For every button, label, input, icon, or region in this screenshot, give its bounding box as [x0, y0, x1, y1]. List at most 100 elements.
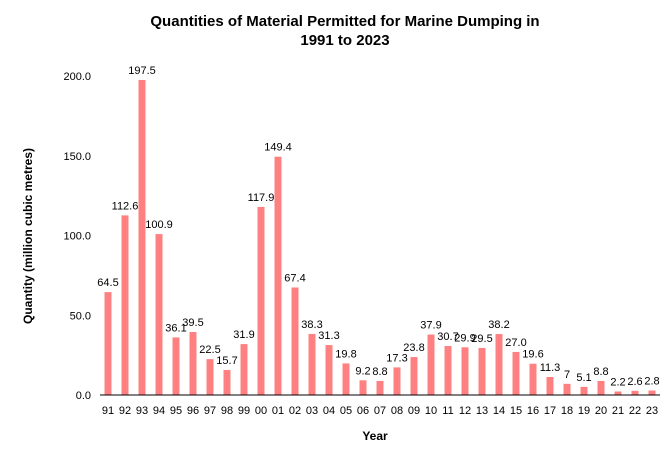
- bar: [376, 380, 384, 395]
- x-tick-label: 92: [119, 405, 131, 417]
- x-tick-label: 09: [408, 405, 420, 417]
- data-label: 197.5: [128, 65, 156, 77]
- bar: [104, 292, 112, 395]
- data-label: 31.9: [233, 329, 254, 341]
- bar: [393, 367, 401, 395]
- x-tick-label: 10: [425, 405, 437, 417]
- x-tick-label: 91: [102, 405, 114, 417]
- data-label: 8.8: [372, 366, 387, 378]
- data-label: 23.8: [403, 342, 424, 354]
- bar: [172, 337, 180, 395]
- data-label: 2.6: [627, 376, 642, 388]
- data-label: 117.9: [248, 192, 275, 204]
- x-tick-label: 96: [187, 405, 199, 417]
- bar: [121, 215, 129, 395]
- x-tick-label: 16: [527, 405, 539, 417]
- bar: [155, 234, 163, 395]
- bar: [614, 391, 622, 395]
- x-tick-label: 99: [238, 405, 250, 417]
- data-label: 17.3: [386, 352, 407, 364]
- data-label: 2.2: [610, 376, 625, 388]
- x-tick-label: 94: [153, 405, 165, 417]
- bar: [206, 359, 214, 395]
- x-tick-label: 06: [357, 405, 369, 417]
- bar: [529, 363, 537, 395]
- bar: [138, 79, 146, 396]
- bar: [291, 287, 299, 395]
- x-tick-label: 02: [289, 405, 301, 417]
- x-tick-label: 23: [646, 405, 658, 417]
- bar: [546, 376, 554, 395]
- data-label: 29.5: [471, 333, 492, 345]
- bar: [223, 369, 231, 395]
- x-tick-label: 15: [510, 405, 522, 417]
- data-label: 19.6: [522, 349, 543, 361]
- x-tick-label: 11: [442, 405, 453, 417]
- data-label: 2.8: [644, 376, 659, 388]
- data-label: 27.0: [505, 337, 526, 349]
- data-label: 112.6: [112, 200, 139, 212]
- data-label: 39.5: [182, 317, 203, 329]
- data-label: 30.7: [437, 331, 458, 343]
- x-tick-label: 04: [323, 405, 335, 417]
- x-tick-label: 03: [306, 405, 318, 417]
- bar: [189, 331, 197, 395]
- data-label: 31.3: [318, 330, 339, 342]
- bar: [631, 390, 639, 395]
- x-tick-label: 05: [340, 405, 352, 417]
- bar: [461, 347, 469, 395]
- x-tick-label: 12: [459, 405, 471, 417]
- bar: [257, 206, 265, 395]
- x-tick-label: 00: [255, 405, 267, 417]
- bar: [444, 346, 452, 395]
- x-tick-label: 01: [272, 405, 284, 417]
- data-label: 38.3: [301, 319, 322, 331]
- bar: [580, 386, 588, 395]
- data-label: 11.3: [540, 362, 561, 374]
- data-label: 5.1: [576, 372, 591, 384]
- y-tick-label: 150.0: [63, 151, 91, 163]
- data-label: 9.2: [355, 365, 370, 377]
- x-tick-label: 98: [221, 405, 233, 417]
- x-tick-label: 08: [391, 405, 403, 417]
- data-label: 149.4: [264, 142, 292, 154]
- bar: [308, 333, 316, 395]
- data-label: 19.8: [335, 348, 356, 360]
- x-tick-label: 18: [561, 405, 573, 417]
- x-tick-label: 14: [493, 405, 505, 417]
- bar: [495, 334, 503, 395]
- y-tick-label: 0.0: [76, 390, 91, 402]
- data-label: 7: [564, 369, 570, 381]
- x-tick-label: 13: [476, 405, 488, 417]
- chart-title-line1: Quantities of Material Permitted for Mar…: [150, 13, 540, 30]
- x-tick-label: 20: [595, 405, 607, 417]
- x-tick-label: 17: [544, 405, 556, 417]
- bar: [563, 383, 571, 395]
- data-label: 100.9: [145, 219, 173, 231]
- y-tick-label: 200.0: [63, 71, 91, 83]
- bar: [342, 363, 350, 395]
- data-label: 37.9: [420, 320, 441, 332]
- bar: [648, 390, 656, 395]
- data-label: 15.7: [216, 355, 237, 367]
- x-tick-label: 07: [374, 405, 386, 417]
- x-tick-label: 19: [578, 405, 590, 417]
- data-label: 8.8: [593, 366, 608, 378]
- bar: [240, 344, 248, 395]
- data-label: 29.9: [454, 332, 475, 344]
- bar: [359, 380, 367, 395]
- bar: [410, 357, 418, 395]
- data-label: 38.2: [488, 319, 509, 331]
- y-tick-label: 50.0: [70, 310, 91, 322]
- data-label: 36.1: [165, 322, 186, 334]
- chart-title: Quantities of Material Permitted for Mar…: [0, 12, 665, 50]
- x-tick-label: 21: [612, 405, 624, 417]
- bar: [597, 380, 605, 395]
- x-tick-label: 22: [629, 405, 641, 417]
- x-axis-label: Year: [362, 429, 388, 443]
- data-label: 22.5: [199, 344, 220, 356]
- x-tick-label: 95: [170, 405, 182, 417]
- bar: [512, 351, 520, 395]
